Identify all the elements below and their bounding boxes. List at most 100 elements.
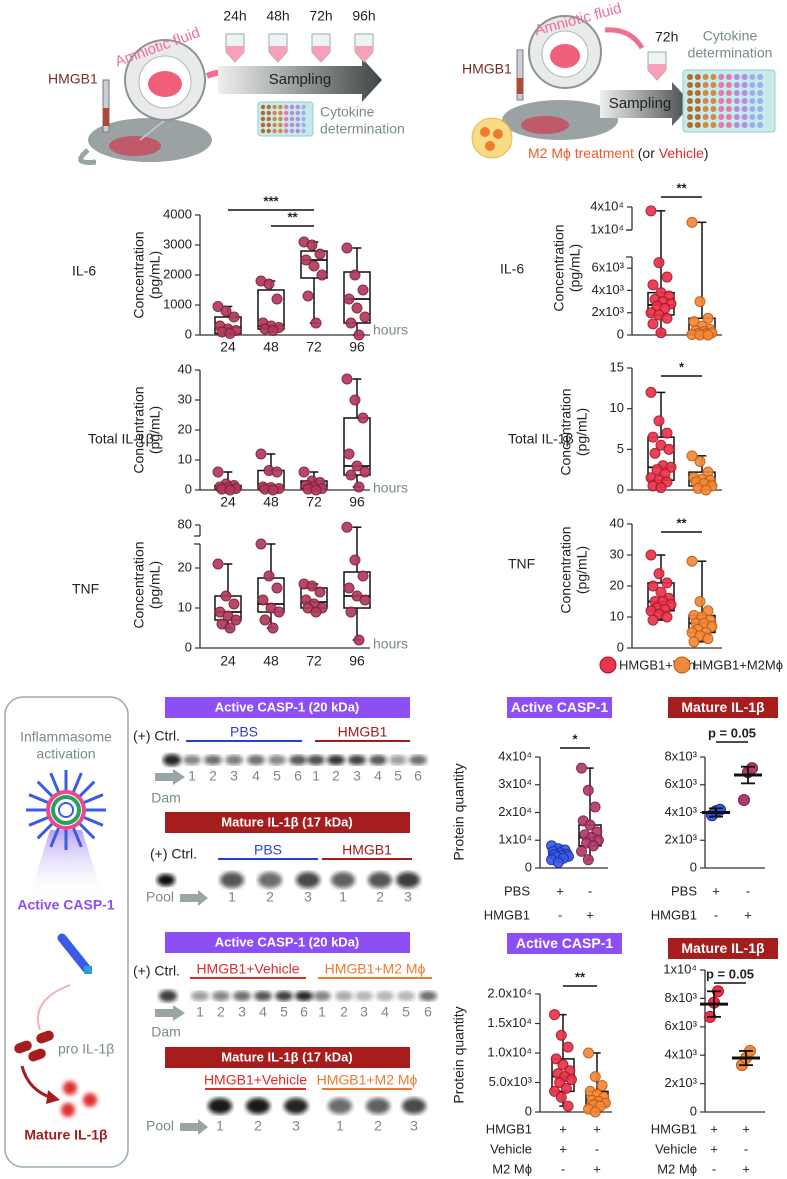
group-label: HMGB1+M2 Mϕ <box>325 961 426 977</box>
sample-arrow <box>180 890 208 906</box>
ctrl-label: (+) Ctrl. <box>150 846 197 862</box>
ctrl-label: (+) Ctrl. <box>133 963 180 979</box>
group-label: HMGB1 <box>342 842 392 858</box>
data-point <box>341 242 353 254</box>
y-tick-label: 0 <box>617 481 624 496</box>
data-point <box>583 1047 595 1059</box>
data-point <box>560 1082 572 1094</box>
data-point <box>349 269 361 281</box>
well <box>765 82 771 88</box>
lane-number: 1 <box>188 768 196 784</box>
plate-wells <box>260 104 312 134</box>
data-point <box>263 570 275 582</box>
well <box>726 82 732 88</box>
x-tick-label: 96 <box>349 494 365 510</box>
y-tick-label: 3000 <box>163 236 192 251</box>
well <box>757 74 764 80</box>
data-point <box>647 318 659 330</box>
y-tick-label: 4x10³ <box>664 1047 697 1062</box>
treatment-text: M2 Mϕ treatment <box>528 145 634 161</box>
y-tick-label: 40 <box>178 361 192 376</box>
x-row-label: Vehicle <box>490 1141 532 1156</box>
lane-number: 3 <box>230 768 238 784</box>
x-row-label: HMGB1 <box>486 1121 532 1136</box>
y-tick-label: 1x10⁴ <box>663 961 697 976</box>
well <box>260 104 266 110</box>
y-axis-label: Concentration <box>131 231 147 318</box>
row-label: TNF <box>508 556 535 572</box>
y-tick-label: 10 <box>610 400 624 415</box>
well <box>687 98 693 104</box>
well <box>284 122 289 128</box>
data-point <box>224 484 236 496</box>
well <box>702 90 709 96</box>
data-point <box>300 254 312 266</box>
tubes <box>225 33 374 63</box>
data-point <box>661 611 673 623</box>
x-row-label: M2 Mϕ <box>492 1161 532 1176</box>
well <box>260 128 266 134</box>
data-point <box>584 819 596 831</box>
lane-number: 2 <box>376 889 384 905</box>
well <box>307 110 312 116</box>
row-label: Total IL-1β <box>508 431 574 447</box>
lane-number: 3 <box>410 1118 418 1134</box>
lane-number: 4 <box>259 1004 267 1020</box>
data-point <box>357 570 369 582</box>
x-row-mark: + <box>586 907 594 922</box>
data-point <box>341 521 353 533</box>
data-point <box>702 633 714 645</box>
lane-number: 2 <box>332 768 340 784</box>
row-label: IL-6 <box>500 261 524 277</box>
well <box>266 128 271 134</box>
ring <box>58 802 74 818</box>
data-point <box>306 580 318 592</box>
legend-marker <box>673 656 691 674</box>
well <box>295 116 300 122</box>
well <box>272 116 277 122</box>
y-tick-label: 2.0x10⁴ <box>487 985 532 1000</box>
data-point <box>271 293 283 305</box>
well <box>301 128 306 134</box>
data-point <box>212 558 224 570</box>
x-row-mark: - <box>714 907 718 922</box>
data-point <box>267 484 279 496</box>
y-tick-label: 10 <box>178 451 192 466</box>
band <box>402 1098 426 1114</box>
significance-label: ** <box>676 180 687 195</box>
data-point <box>688 636 700 648</box>
x-tick-label: 96 <box>349 339 365 355</box>
well <box>749 106 756 112</box>
x-row-mark: + <box>710 1141 718 1156</box>
well <box>726 122 732 128</box>
chart: 0 2x10³ 4x10³ 6x10³ 8x10³ 1x10⁴ Mature IL-1β HM… <box>651 938 778 1176</box>
band <box>328 1098 352 1114</box>
blot-title-bar <box>165 697 410 718</box>
band <box>268 755 286 765</box>
well <box>726 90 732 96</box>
row-label: IL-6 <box>72 263 96 279</box>
well <box>733 74 740 80</box>
well <box>733 114 740 120</box>
y-axis-label: (pg/mL) <box>574 546 590 594</box>
data-point <box>212 466 224 478</box>
group-label: HMGB1+Vehicle <box>196 961 299 977</box>
well <box>289 110 295 116</box>
well <box>718 122 725 128</box>
y-tick-label: 10 <box>178 599 192 614</box>
well <box>710 114 717 120</box>
x-axis-label: hours <box>373 636 408 652</box>
well <box>687 114 693 120</box>
well <box>694 74 701 80</box>
inflammasome-panel: Inflammasome activation Active CASP-1 pr… <box>4 696 129 1168</box>
band <box>296 872 320 888</box>
lane-number: 3 <box>353 768 361 784</box>
band <box>254 991 272 1001</box>
cytokine-label: determination <box>320 121 405 137</box>
data-point <box>589 801 601 813</box>
x-row-mark: + <box>710 1121 718 1136</box>
data-point <box>357 284 369 296</box>
lane-number: 5 <box>273 768 281 784</box>
well <box>757 98 764 104</box>
